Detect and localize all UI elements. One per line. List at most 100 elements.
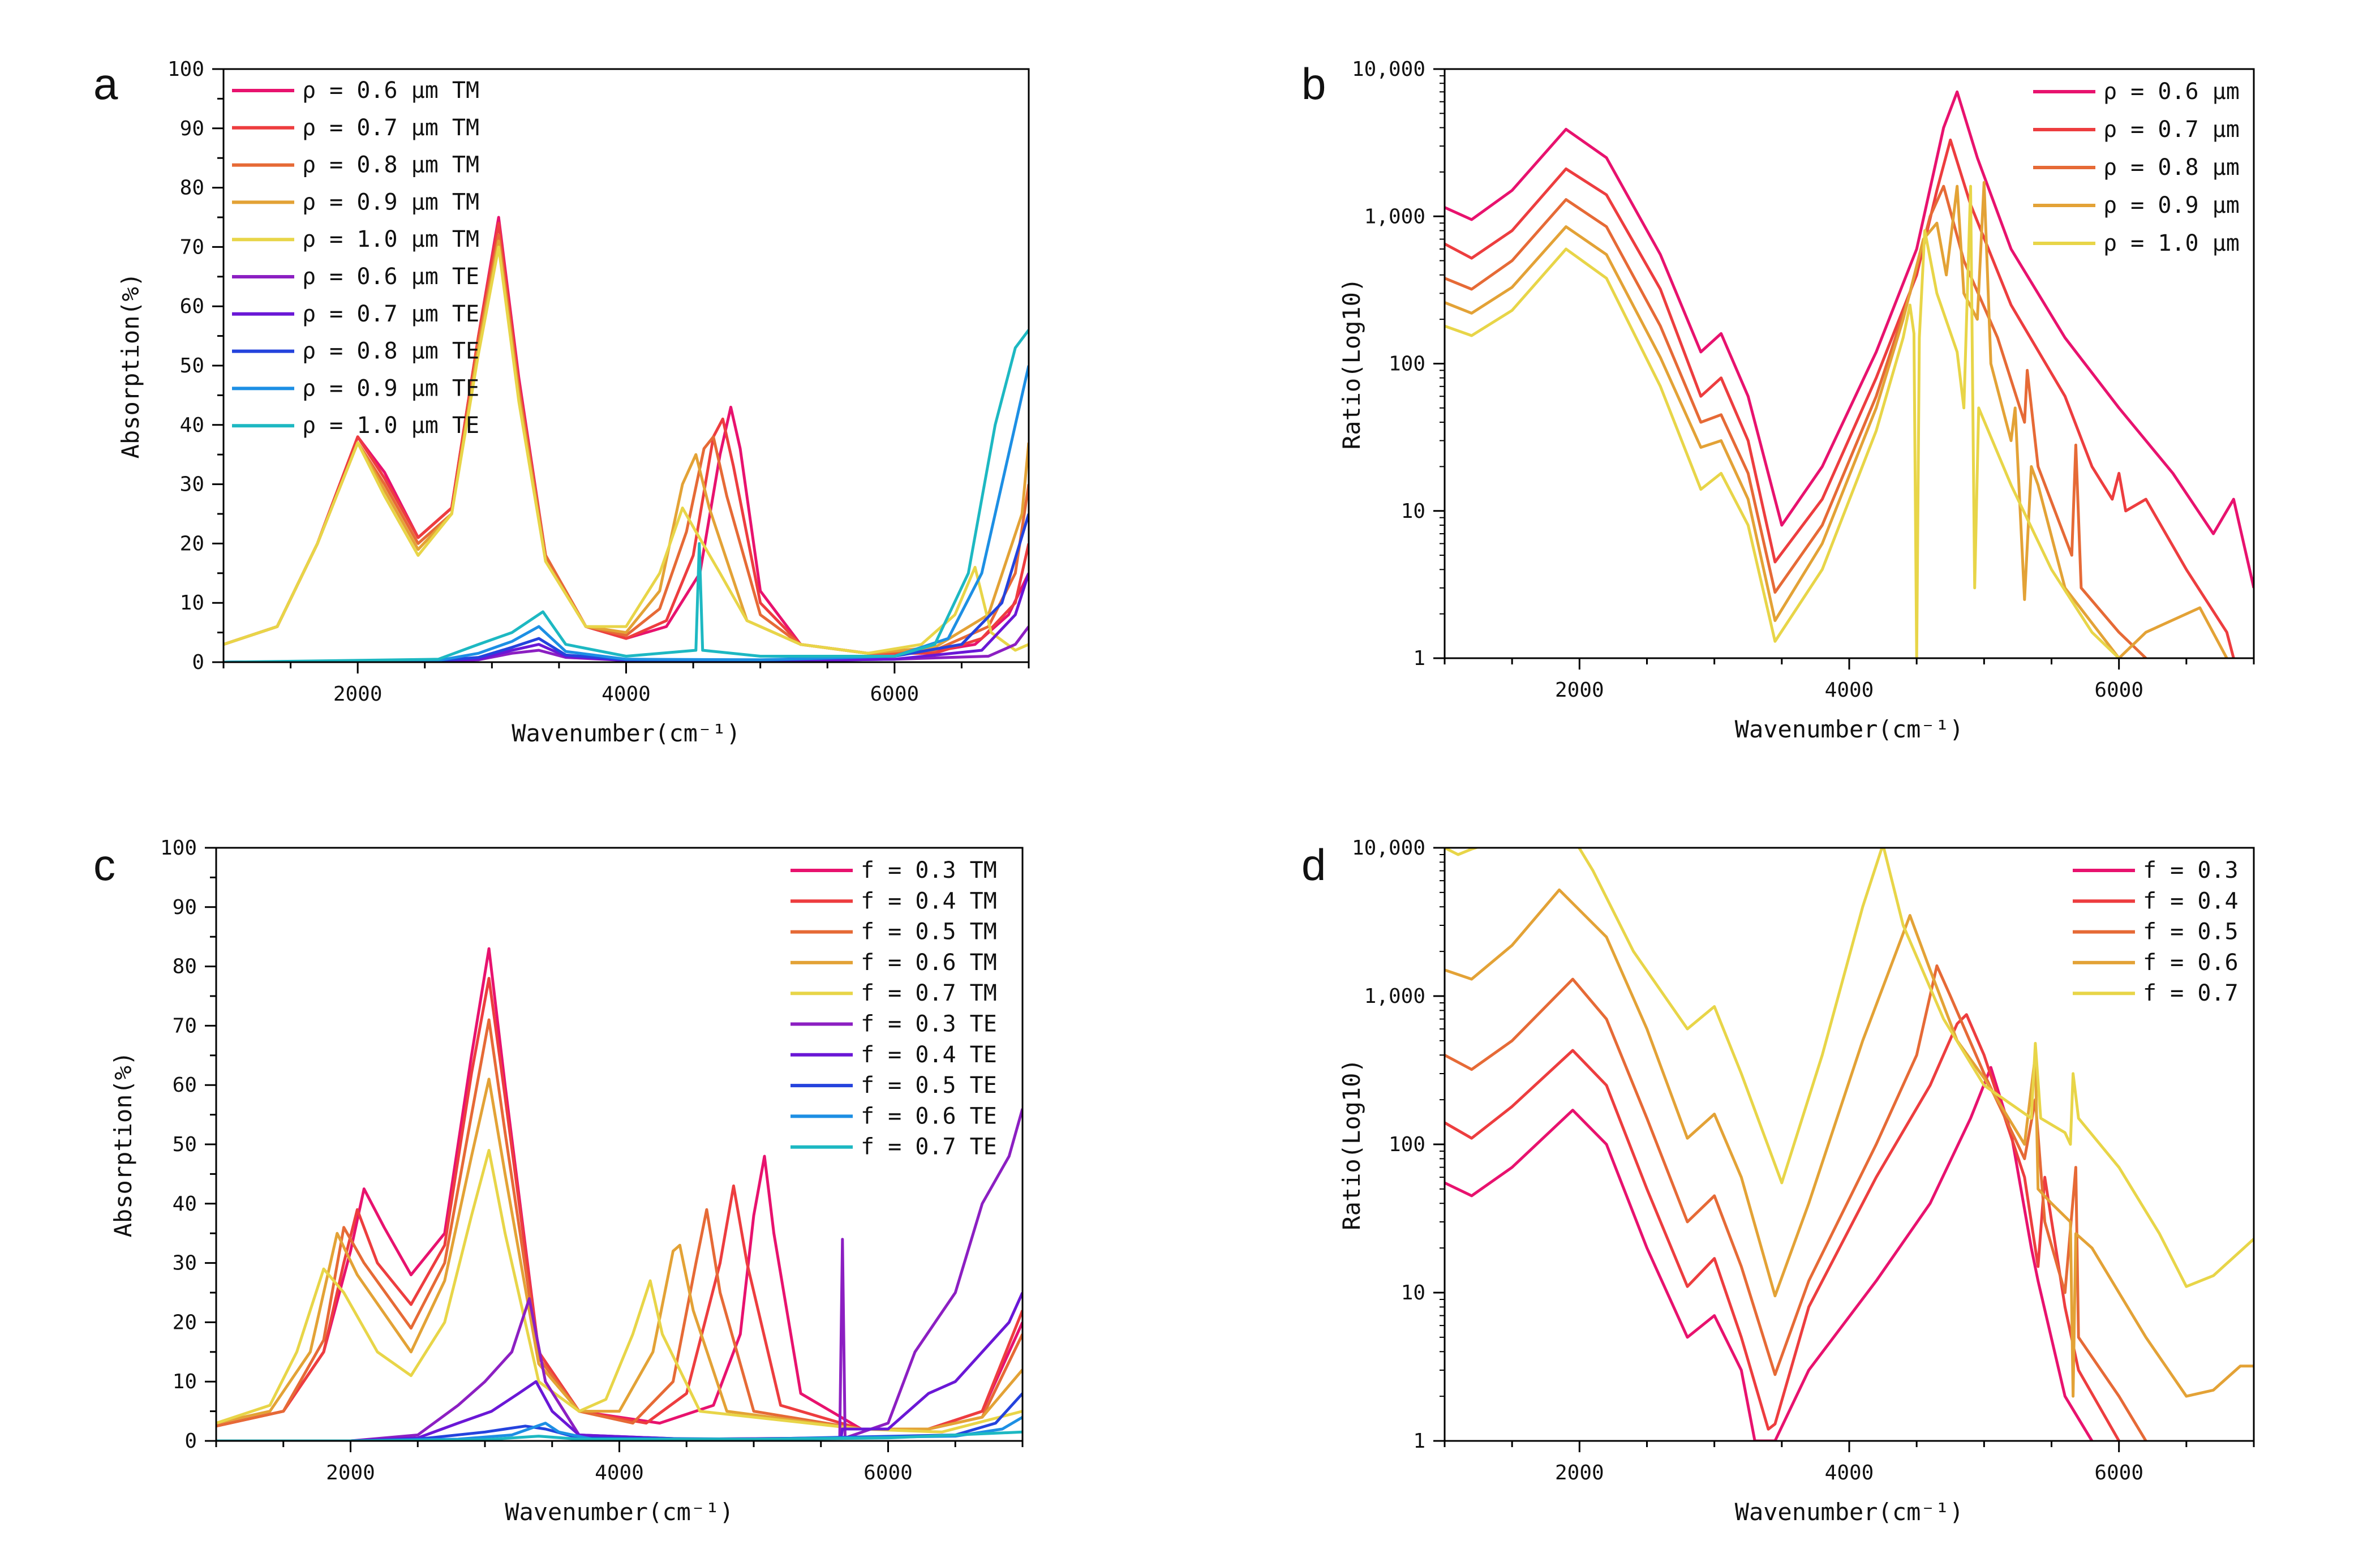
series-group bbox=[224, 216, 1029, 662]
y-tick-label: 10,000 bbox=[1352, 836, 1425, 860]
legend-item: f = 0.7 bbox=[2073, 980, 2239, 1006]
y-tick-label: 10 bbox=[173, 1370, 197, 1393]
y-tick-label: 60 bbox=[173, 1074, 197, 1097]
panel-letter: d bbox=[1301, 840, 1326, 890]
x-tick-label: 6000 bbox=[2094, 1461, 2143, 1484]
legend-label: ρ = 0.9 μm TM bbox=[302, 189, 479, 215]
x-tick-label: 2000 bbox=[1555, 679, 1604, 702]
legend-label: f = 0.4 TE bbox=[861, 1042, 997, 1068]
legend: ρ = 0.6 μm ρ = 0.7 μm ρ = 0.8 μm ρ = 0.9 μm… bbox=[2033, 79, 2240, 256]
series-line-b-4 bbox=[1445, 184, 2120, 658]
x-tick-label: 2000 bbox=[326, 1461, 375, 1484]
legend-label: f = 0.6 TE bbox=[861, 1103, 997, 1129]
legend: f = 0.3 TM f = 0.4 TM f = 0.5 TM f = 0.6 TM… bbox=[791, 857, 997, 1160]
legend-item: ρ = 0.9 μm TM bbox=[232, 189, 479, 215]
x-tick-label: 4000 bbox=[602, 683, 651, 706]
y-tick-label: 90 bbox=[180, 117, 204, 140]
x-axis-title: Wavenumber(cm⁻¹) bbox=[512, 719, 741, 747]
series-line-b-3 bbox=[1445, 181, 2228, 658]
legend-item: ρ = 1.0 μm TE bbox=[232, 413, 479, 439]
y-tick-label: 100 bbox=[160, 836, 197, 860]
panel-letter: a bbox=[93, 59, 118, 109]
legend-item: ρ = 0.7 μm TM bbox=[232, 115, 479, 141]
legend-item: ρ = 0.7 μm TE bbox=[232, 301, 479, 327]
y-axis-title: Absorption(%) bbox=[109, 1052, 137, 1238]
legend-item: f = 0.6 TM bbox=[791, 950, 997, 976]
x-tick-label: 6000 bbox=[863, 1461, 913, 1484]
x-tick-label: 4000 bbox=[595, 1461, 644, 1484]
legend-label: f = 0.3 TM bbox=[861, 857, 997, 883]
series-line-d-0 bbox=[1445, 1066, 2094, 1441]
series-group bbox=[1445, 90, 2254, 658]
legend-item: f = 0.6 TE bbox=[791, 1103, 997, 1129]
y-tick-label: 40 bbox=[173, 1192, 197, 1216]
legend-item: ρ = 0.6 μm TE bbox=[232, 264, 479, 290]
legend-item: f = 0.7 TM bbox=[791, 980, 997, 1006]
panel-letter: c bbox=[93, 840, 115, 890]
legend-label: ρ = 0.9 μm bbox=[2103, 192, 2240, 218]
x-axis-title: Wavenumber(cm⁻¹) bbox=[505, 1498, 734, 1526]
legend-label: ρ = 0.8 μm bbox=[2103, 155, 2240, 181]
legend-label: ρ = 0.7 μm bbox=[2103, 117, 2240, 143]
x-tick-label: 2000 bbox=[333, 683, 383, 706]
y-tick-label: 10,000 bbox=[1352, 58, 1425, 81]
x-tick-label: 6000 bbox=[870, 683, 919, 706]
legend-item: ρ = 0.6 μm TM bbox=[232, 78, 479, 104]
y-tick-label: 20 bbox=[180, 532, 204, 555]
series-line-c-4 bbox=[216, 1149, 1023, 1434]
legend-label: f = 0.7 TM bbox=[861, 980, 997, 1006]
panel-letter: b bbox=[1301, 59, 1326, 109]
panel-c: 2000 4000 6000 0 10 20 30 40 50 60 70 80 90 100 Wavenu… bbox=[93, 836, 1024, 1526]
legend-label: ρ = 0.7 μm TM bbox=[302, 115, 479, 141]
y-tick-label: 10 bbox=[1401, 1281, 1425, 1305]
legend-label: f = 0.4 bbox=[2143, 888, 2239, 914]
legend-label: f = 0.5 TE bbox=[861, 1072, 997, 1099]
legend-item: ρ = 0.9 μm bbox=[2033, 192, 2240, 218]
x-tick-label: 4000 bbox=[1825, 679, 1874, 702]
y-tick-label: 30 bbox=[180, 473, 204, 496]
legend-item: f = 0.4 bbox=[2073, 888, 2239, 914]
legend-label: f = 0.3 bbox=[2143, 857, 2239, 883]
panel-d: 2000 4000 6000 1 10 100 1,000 10,000 Wavenumber(… bbox=[1301, 836, 2255, 1526]
legend: ρ = 0.6 μm TM ρ = 0.7 μm TM ρ = 0.8 μm TM ρ… bbox=[232, 78, 479, 439]
y-tick-label: 0 bbox=[192, 651, 204, 674]
y-tick-label: 20 bbox=[173, 1311, 197, 1334]
x-axis-title: Wavenumber(cm⁻¹) bbox=[1735, 1498, 1964, 1526]
x-tick-label: 4000 bbox=[1825, 1461, 1874, 1484]
legend-label: ρ = 0.6 μm TE bbox=[302, 264, 479, 290]
y-axis-title: Ratio(Log10) bbox=[1338, 278, 1365, 449]
series-line-d-3 bbox=[1445, 888, 2254, 1398]
y-tick-label: 10 bbox=[1401, 500, 1425, 523]
legend-label: ρ = 0.8 μm TM bbox=[302, 152, 479, 178]
legend-item: ρ = 0.8 μm TM bbox=[232, 152, 479, 178]
legend-item: f = 0.4 TM bbox=[791, 888, 997, 914]
legend-item: ρ = 0.8 μm TE bbox=[232, 338, 479, 364]
series-line-c-2 bbox=[216, 1018, 1023, 1431]
legend-label: ρ = 0.6 μm bbox=[2103, 79, 2240, 105]
y-tick-label: 100 bbox=[1389, 1133, 1425, 1156]
series-line-a-4 bbox=[224, 245, 1029, 655]
legend-label: f = 0.7 TE bbox=[861, 1134, 997, 1160]
legend-item: ρ = 0.9 μm TE bbox=[232, 375, 479, 401]
series-line-a-2 bbox=[224, 233, 1029, 655]
legend-item: f = 0.3 bbox=[2073, 857, 2239, 883]
legend-item: f = 0.6 bbox=[2073, 950, 2239, 976]
legend: f = 0.3 f = 0.4 f = 0.5 f = 0.6 f = 0.7 bbox=[2073, 857, 2239, 1006]
series-group bbox=[1445, 848, 2254, 1441]
legend-label: ρ = 1.0 μm TE bbox=[302, 413, 479, 439]
legend-item: f = 0.7 TE bbox=[791, 1134, 997, 1160]
series-line-d-2 bbox=[1445, 964, 2147, 1441]
legend-label: ρ = 1.0 μm bbox=[2103, 230, 2240, 256]
legend-item: ρ = 1.0 μm TM bbox=[232, 226, 479, 252]
legend-item: ρ = 0.6 μm bbox=[2033, 79, 2240, 105]
y-tick-label: 60 bbox=[180, 295, 204, 318]
legend-label: f = 0.6 TM bbox=[861, 950, 997, 976]
x-tick-label: 2000 bbox=[1555, 1461, 1604, 1484]
legend-item: f = 0.3 TE bbox=[791, 1011, 997, 1037]
y-tick-label: 1,000 bbox=[1364, 985, 1425, 1008]
legend-item: f = 0.5 TM bbox=[791, 919, 997, 945]
series-line-a-8 bbox=[224, 365, 1029, 662]
legend-item: ρ = 0.8 μm bbox=[2033, 155, 2240, 181]
legend-label: ρ = 0.6 μm TM bbox=[302, 78, 479, 104]
legend-label: ρ = 0.7 μm TE bbox=[302, 301, 479, 327]
